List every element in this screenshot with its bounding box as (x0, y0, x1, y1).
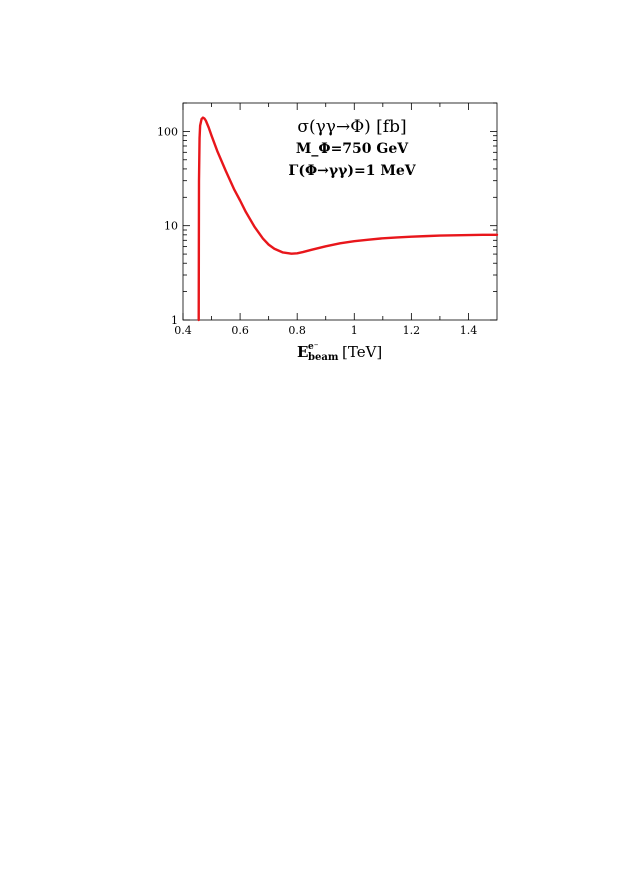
x-tick-label: 1 (351, 324, 358, 337)
annotation-cross-section: σ(γγ→Φ) [fb] (297, 117, 406, 137)
x-axis-label-sub: beam (308, 352, 339, 363)
x-axis-label-main: E (297, 343, 308, 361)
x-tick-label: 0.8 (288, 324, 306, 337)
annotation-mass: M_Φ=750 GeV (296, 141, 409, 157)
y-tick-label: 100 (157, 125, 178, 138)
x-tick-label: 1.4 (460, 324, 478, 337)
x-axis-label-sup: e⁻ (308, 342, 319, 352)
x-axis-label-unit: [TeV] (342, 343, 382, 361)
annotation-width: Γ(Φ→γγ)=1 MeV (288, 163, 416, 179)
x-tick-label: 0.4 (174, 324, 192, 337)
x-axis-label: E e⁻ beam [TeV] (297, 342, 382, 363)
y-tick-label: 10 (164, 220, 178, 233)
x-tick-label: 1.2 (403, 324, 421, 337)
axis-ticks (182, 102, 497, 321)
y-tick-label: 1 (171, 314, 178, 327)
axis-tick-labels: 0.4 0.6 0.8 1 1.2 1.4 1 10 100 (157, 125, 477, 337)
series-line (197, 116, 499, 322)
x-tick-label: 0.6 (231, 324, 249, 337)
plot-frame (182, 102, 498, 321)
